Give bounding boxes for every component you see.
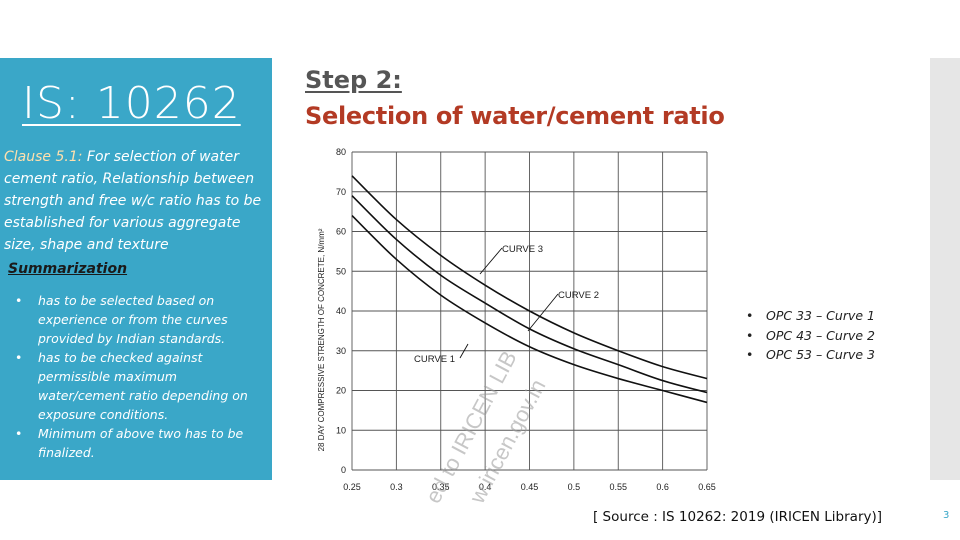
cement-curve-legend: OPC 33 – Curve 1 OPC 43 – Curve 2 OPC 53… <box>746 306 875 365</box>
x-tick-label: 0.55 <box>609 482 627 492</box>
summary-item: has to be checked against permissible ma… <box>12 348 262 424</box>
chart-tick-labels: 0 10 20 30 40 50 60 70 80 0.25 0.3 0.35 0.4 0.45 0.5 0.… <box>336 147 716 492</box>
curve-label-2: CURVE 2 <box>558 290 599 301</box>
chart-annotations: CURVE 1 CURVE 2 CURVE 3 <box>414 244 599 365</box>
standard-title: IS: 10262 <box>22 78 241 129</box>
clause-label: Clause 5.1: <box>4 149 83 165</box>
step-subtitle: Selection of water/cement ratio <box>305 102 725 130</box>
y-tick-label: 0 <box>341 465 346 475</box>
y-tick-label: 30 <box>336 346 346 356</box>
y-tick-label: 40 <box>336 306 346 316</box>
curve-leader-3 <box>479 247 503 275</box>
curve-label-1: CURVE 1 <box>414 354 455 365</box>
summary-item: has to be selected based on experience o… <box>12 291 262 348</box>
clause-paragraph: Clause 5.1: For selection of water cemen… <box>4 146 270 256</box>
curve-leader-2 <box>527 293 559 332</box>
wc-ratio-chart: 0 10 20 30 40 50 60 70 80 0.25 0.3 0.35 0.4 0.45 0.5 0.… <box>317 147 716 508</box>
x-tick-label: 0.65 <box>698 482 716 492</box>
chart-y-axis-title: 28 DAY COMPRESSIVE STRENGTH OF CONCRETE,… <box>317 228 326 451</box>
y-tick-label: 20 <box>336 386 346 396</box>
legend-item: OPC 33 – Curve 1 <box>746 306 875 326</box>
summarization-list: has to be selected based on experience o… <box>12 291 262 462</box>
x-tick-label: 0.3 <box>390 482 403 492</box>
legend-item: OPC 53 – Curve 3 <box>746 345 875 365</box>
summarization-heading: Summarization <box>8 261 128 277</box>
y-tick-label: 10 <box>336 425 346 435</box>
source-citation: [ Source : IS 10262: 2019 (IRICEN Librar… <box>593 509 883 525</box>
legend-item: OPC 43 – Curve 2 <box>746 326 875 346</box>
curve-line-3 <box>351 175 708 380</box>
x-tick-label: 0.25 <box>343 482 361 492</box>
curve-line-1 <box>351 215 708 404</box>
page-number: 3 <box>943 510 950 521</box>
y-tick-label: 60 <box>336 227 346 237</box>
x-tick-label: 0.45 <box>521 482 539 492</box>
x-tick-label: 0.35 <box>432 482 450 492</box>
curve-label-3: CURVE 3 <box>502 244 543 255</box>
right-decorative-strip <box>930 58 960 480</box>
y-tick-label: 80 <box>336 147 346 157</box>
y-tick-label: 70 <box>336 187 346 197</box>
y-tick-label: 50 <box>336 266 346 276</box>
x-tick-label: 0.4 <box>479 482 492 492</box>
step-title: Step 2: <box>305 66 402 94</box>
x-tick-label: 0.6 <box>656 482 669 492</box>
curve-leader-1 <box>459 343 469 359</box>
summary-item: Minimum of above two has to be finalized… <box>12 424 262 462</box>
clause-text: For selection of water cement ratio, Rel… <box>4 149 262 253</box>
x-tick-label: 0.5 <box>568 482 581 492</box>
